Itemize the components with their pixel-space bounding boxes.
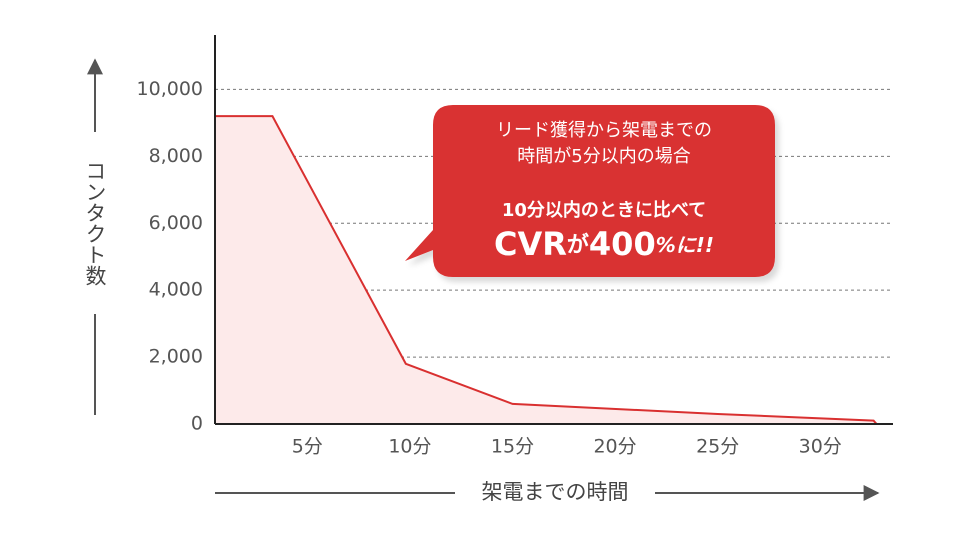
x-tick-label: 5分 (292, 436, 323, 458)
y-tick-label: 6,000 (149, 212, 203, 234)
annotation-line: 時間が5分以内の場合 (517, 146, 690, 167)
x-label-bg (455, 478, 655, 508)
annotation-result: CVRが400%に!! (494, 225, 714, 263)
annotation-highlight: 10分以内のときに比べて (502, 199, 706, 221)
result-part: %に!! (656, 233, 714, 257)
callout (405, 105, 775, 277)
result-part: が (567, 232, 589, 258)
result-part: 400 (589, 225, 656, 263)
x-tick-label: 20分 (593, 436, 636, 458)
x-tick-label: 15分 (491, 436, 534, 458)
y-tick-label: 10,000 (137, 78, 203, 100)
x-tick-label: 30分 (799, 436, 842, 458)
y-tick-label: 0 (191, 413, 203, 435)
y-tick-label: 4,000 (149, 279, 203, 301)
y-label-bg (80, 132, 110, 314)
result-part: CVR (494, 225, 567, 263)
line (215, 115, 878, 425)
callout-bubble (405, 105, 775, 277)
x-tick-label: 25分 (696, 436, 739, 458)
plot-area: 0 2,000 4,000 6,000 8,000 10,000 5分 10分 15分 20分 25… (137, 78, 893, 458)
x-tick-label: 10分 (388, 436, 431, 458)
annotation-line: リード獲得から架電までの (496, 120, 712, 141)
area-fill (215, 116, 877, 424)
y-axis-label: コンタクト数 (83, 160, 107, 286)
y-tick-label: 8,000 (149, 145, 203, 167)
x-axis-label: 架電までの時間 (482, 480, 629, 504)
y-tick-label: 2,000 (149, 346, 203, 368)
